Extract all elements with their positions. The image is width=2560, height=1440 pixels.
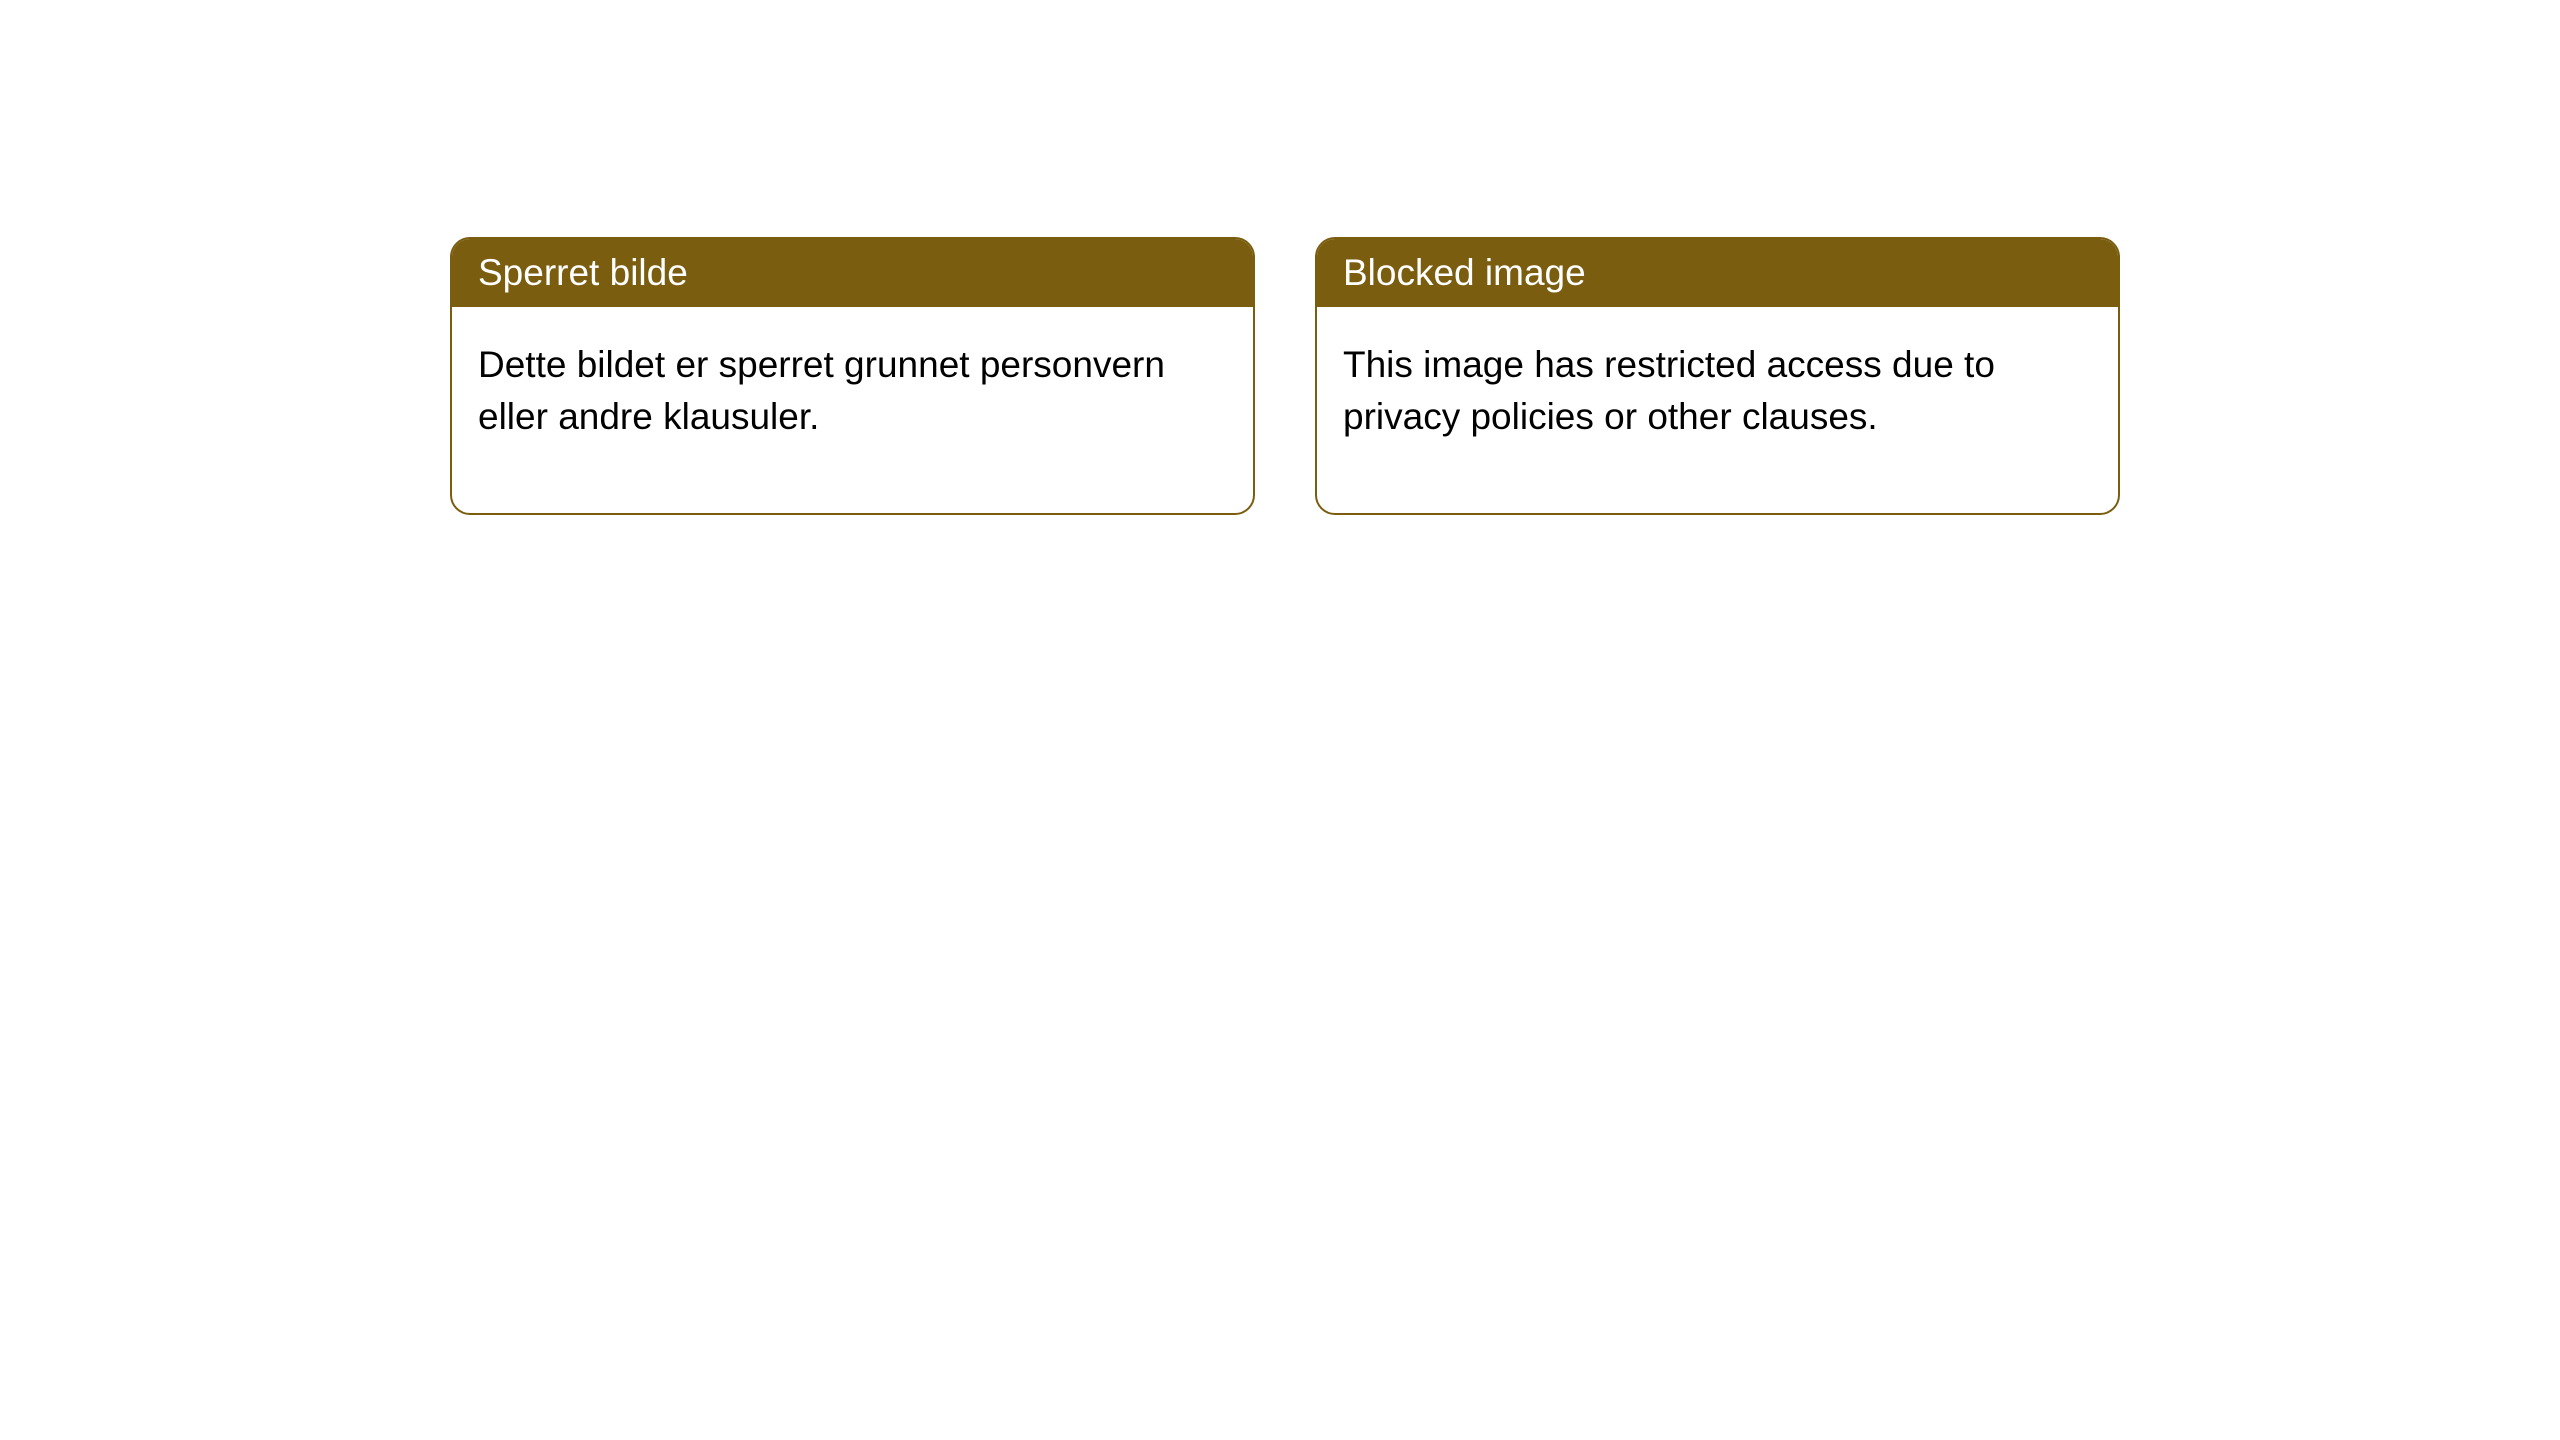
notice-container: Sperret bilde Dette bildet er sperret gr… bbox=[450, 237, 2120, 515]
card-body-norwegian: Dette bildet er sperret grunnet personve… bbox=[452, 307, 1253, 513]
blocked-image-card-norwegian: Sperret bilde Dette bildet er sperret gr… bbox=[450, 237, 1255, 515]
card-title-english: Blocked image bbox=[1343, 252, 1586, 293]
card-header-english: Blocked image bbox=[1317, 239, 2118, 307]
card-header-norwegian: Sperret bilde bbox=[452, 239, 1253, 307]
card-body-english: This image has restricted access due to … bbox=[1317, 307, 2118, 513]
card-message-norwegian: Dette bildet er sperret grunnet personve… bbox=[478, 344, 1165, 437]
card-message-english: This image has restricted access due to … bbox=[1343, 344, 1995, 437]
card-title-norwegian: Sperret bilde bbox=[478, 252, 688, 293]
blocked-image-card-english: Blocked image This image has restricted … bbox=[1315, 237, 2120, 515]
